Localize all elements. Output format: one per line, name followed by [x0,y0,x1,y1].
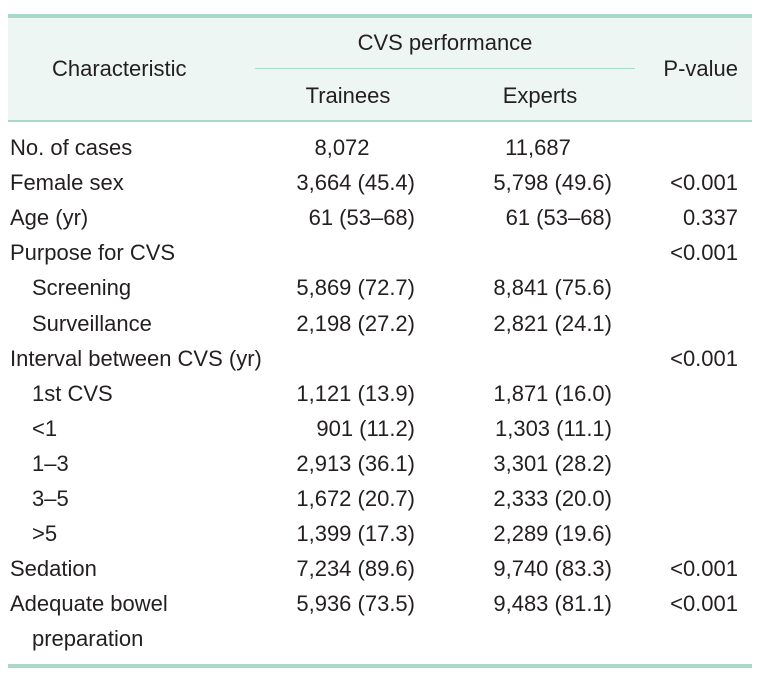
row-label: Purpose for CVS [10,240,176,266]
row-label: <1 [32,415,58,441]
experts-value: 9,483 (81.1) [493,591,612,617]
header-characteristic: Characteristic [52,56,187,81]
table-row: Female sex 3,664 (45.4) 5,798 (49.6) <0.001 [0,170,762,205]
trainees-value: 1,672 (20.7) [296,486,415,511]
p-value: <0.001 [670,240,738,266]
row-label: >5 [32,521,58,547]
table-row: Sedation 7,234 (89.6) 9,740 (83.3) <0.001 [0,556,762,591]
group-header-rule [255,68,635,69]
row-label: Interval between CVS (yr) [10,345,262,371]
table-row: Interval between CVS (yr) <0.001 [0,346,762,381]
p-value: <0.001 [670,556,738,582]
trainees-value: 1,399 (17.3) [296,521,415,547]
row-label: Sedation [10,556,97,582]
experts-value: 61 (53–68) [505,205,612,231]
trainees-value: 7,234 (89.6) [296,556,415,582]
experts-value: 11,687 [505,135,571,160]
row-label: Screening [32,275,132,301]
row-label: 3–5 [32,486,69,511]
row-label: 1st CVS [32,380,113,406]
table-row: <1 901 (11.2) 1,303 (11.1) [0,416,762,451]
header-cvs-performance: CVS performance [357,30,533,55]
table-row: Surveillance 2,198 (27.2) 2,821 (24.1) [0,311,762,346]
trainees-value: 3,664 (45.4) [296,170,415,196]
header-p-value: P-value [663,56,738,81]
trainees-value: 5,936 (73.5) [296,591,415,617]
experts-value: 2,821 (24.1) [493,310,612,336]
trainees-value: 2,198 (27.2) [296,310,415,336]
table-row: Adequate bowel preparation 5,936 (73.5) 9,4… [0,591,762,651]
experts-value: 9,740 (83.3) [493,556,612,582]
p-value: <0.001 [670,345,738,371]
table-row: No. of cases 8,072 11,687 [0,135,762,170]
p-value: 0.337 [682,205,738,231]
trainees-value: 1,121 (13.9) [296,380,415,406]
table-row: Age (yr) 61 (53–68) 61 (53–68) 0.337 [0,205,762,240]
trainees-value: 2,913 (36.1) [296,450,415,476]
table-row: >5 1,399 (17.3) 2,289 (19.6) [0,521,762,556]
header-trainees: Trainees [305,83,391,108]
table-top-rule [8,14,752,18]
experts-value: 1,871 (16.0) [493,380,612,406]
experts-value: 2,333 (20.0) [493,486,612,511]
header-experts: Experts [502,83,578,108]
row-label: Female sex [10,170,124,196]
table-header [8,18,752,122]
table-bottom-rule [8,664,752,668]
table-row: 1st CVS 1,121 (13.9) 1,871 (16.0) [0,381,762,416]
trainees-value: 8,072 [314,135,370,160]
experts-value: 8,841 (75.6) [493,275,612,301]
experts-value: 1,303 (11.1) [494,415,612,441]
row-label: Surveillance [32,310,152,336]
table-row: 3–5 1,672 (20.7) 2,333 (20.0) [0,486,762,521]
experts-value: 3,301 (28.2) [493,450,612,476]
row-label: Adequate bowel [10,591,168,617]
trainees-value: 61 (53–68) [308,205,415,231]
table-row: 1–3 2,913 (36.1) 3,301 (28.2) [0,451,762,486]
experts-value: 2,289 (19.6) [493,521,612,547]
row-label: No. of cases [10,135,133,160]
p-value: <0.001 [670,591,738,617]
trainees-value: 901 (11.2) [316,415,415,441]
table-row: Purpose for CVS <0.001 [0,240,762,275]
p-value: <0.001 [670,170,738,196]
table-row: Screening 5,869 (72.7) 8,841 (75.6) [0,275,762,310]
row-label: 1–3 [32,450,69,476]
row-label-continued: preparation [32,626,144,652]
row-label: Age (yr) [10,205,89,231]
experts-value: 5,798 (49.6) [493,170,612,196]
trainees-value: 5,869 (72.7) [296,275,415,301]
